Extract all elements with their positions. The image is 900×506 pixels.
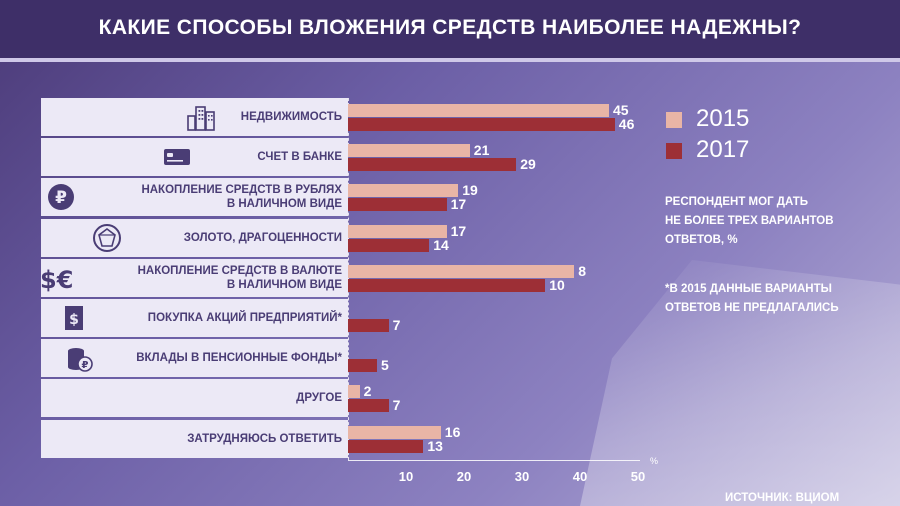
source-credit: ИСТОЧНИК: ВЦИОМ [725, 492, 840, 504]
bar-value-label: 13 [427, 437, 443, 454]
legend-swatch-2015 [666, 112, 682, 128]
legend-swatch-2017 [666, 143, 682, 159]
category-label-line: В НАЛИЧНОМ ВИДЕ [226, 198, 342, 211]
category-label: СЧЕТ В БАНКЕ [257, 138, 342, 176]
respondent-note: РЕСПОНДЕНТ МОГ ДАТЬ НЕ БОЛЕЕ ТРЕХ ВАРИАН… [665, 193, 895, 250]
legend-label-2017: 2017 [696, 136, 750, 163]
bar-2015 [348, 144, 470, 158]
header-bar [0, 0, 900, 62]
category-label-line: ВКЛАДЫ В ПЕНСИОННЫЕ ФОНДЫ* [136, 352, 342, 365]
coin-stack-icon: ₽ [64, 343, 94, 373]
category-label-box: НАКОПЛЕНИЕ СРЕДСТВ В ВАЛЮТЕ В НАЛИЧНОМ ВИ… [40, 258, 348, 297]
bar-2017 [348, 238, 430, 252]
svg-text:$€: $€ [40, 266, 73, 293]
x-tick-label: 50 [630, 469, 646, 484]
header-divider [0, 58, 900, 62]
bar-2015 [348, 264, 575, 278]
bar-value-label: 5 [381, 357, 389, 374]
bar-value-label: 45 [613, 102, 629, 118]
bar-2015 [348, 224, 447, 238]
note-line: ОТВЕТОВ, % [665, 234, 738, 246]
bar-value-label: 2 [363, 383, 372, 400]
bar-value-label: 29 [520, 156, 536, 173]
stock-document-icon: $ [59, 303, 89, 333]
bar-2015 [348, 385, 360, 399]
bar-value-label: 7 [392, 397, 401, 414]
bar-2017 [348, 158, 517, 172]
category-label-line: НАКОПЛЕНИЕ СРЕДСТВ В ВАЛЮТЕ [137, 264, 342, 277]
category-label: ЗАТРУДНЯЮСЬ ОТВЕТИТЬ [187, 420, 342, 458]
legend-label-2015: 2015 [696, 105, 750, 132]
bar-2017 [348, 439, 424, 453]
svg-text:₽: ₽ [55, 188, 67, 208]
bar-value-label: 7 [392, 317, 401, 333]
category-label: НЕДВИЖИМОСТЬ [241, 98, 342, 136]
x-tick-label: 20 [456, 469, 472, 484]
note-line: НЕ БОЛЕЕ ТРЕХ ВАРИАНТОВ [665, 215, 834, 227]
category-label: ЗОЛОТО, ДРАГОЦЕННОСТИ [184, 219, 342, 257]
footnote-line: *В 2015 ДАННЫЕ ВАРИАНТЫ [665, 283, 832, 295]
bar-2017 [348, 319, 389, 332]
category-label-line: ДРУГОЕ [296, 392, 342, 405]
bar-value-label: 46 [618, 116, 635, 132]
gem-icon [92, 223, 122, 253]
category-label: НАКОПЛЕНИЕ СРЕДСТВ В РУБЛЯХ В НАЛИЧНОМ ВИ… [141, 178, 342, 216]
x-tick-label: 30 [514, 469, 530, 484]
footnote: *В 2015 ДАННЫЕ ВАРИАНТЫ ОТВЕТОВ НЕ ПРЕДЛ… [665, 280, 895, 318]
category-label-line: ЗОЛОТО, ДРАГОЦЕННОСТИ [183, 231, 342, 244]
category-label-line: ЗАТРУДНЯЮСЬ ОТВЕТИТЬ [187, 432, 342, 445]
ruble-coin-icon: ₽ [46, 182, 76, 212]
bar-value-label: 19 [462, 182, 478, 199]
category-label-box: ЗАТРУДНЯЮСЬ ОТВЕТИТЬ [41, 419, 348, 458]
category-label-line: ПОКУПКА АКЦИЙ ПРЕДПРИЯТИЙ* [147, 312, 342, 324]
category-label: ДРУГОЕ [296, 379, 342, 417]
bar-value-label: 10 [549, 276, 565, 293]
bar-value-label: 16 [444, 423, 461, 440]
category-label-line: НЕДВИЖИМОСТЬ [240, 111, 342, 123]
bar-2017 [348, 278, 546, 292]
chart-title: КАКИЕ СПОСОБЫ ВЛОЖЕНИЯ СРЕДСТВ НАИБОЛЕЕ … [98, 16, 802, 39]
bar-2017 [348, 359, 377, 373]
bar-value-label: 8 [578, 262, 586, 279]
axis-unit: % [650, 456, 659, 466]
x-tick-label: 40 [572, 469, 588, 484]
buildings-icon [186, 102, 216, 132]
bank-card-icon [162, 142, 192, 172]
bar-value-label: 21 [473, 142, 490, 159]
bar-2015 [348, 104, 609, 117]
bar-value-label: 17 [450, 196, 467, 213]
category-label-box: ЗОЛОТО, ДРАГОЦЕННОСТИ [41, 218, 348, 257]
bar-2015 [348, 425, 441, 439]
category-label-line: СЧЕТ В БАНКЕ [257, 151, 342, 164]
svg-text:₽: ₽ [82, 360, 89, 371]
category-label-box: СЧЕТ В БАНКЕ [41, 138, 348, 177]
footnote-line: ОТВЕТОВ НЕ ПРЕДЛАГАЛИСЬ [665, 302, 839, 314]
dollar-euro-icon: $€ [40, 263, 73, 294]
x-axis-line [348, 460, 640, 461]
x-tick-label: 10 [398, 469, 414, 484]
category-label-box: ПОКУПКА АКЦИЙ ПРЕДПРИЯТИЙ* $ [41, 299, 348, 337]
category-label-box: ДРУГОЕ [41, 379, 348, 418]
bar-2015 [348, 184, 459, 198]
category-label-box: НАКОПЛЕНИЕ СРЕДСТВ В РУБЛЯХ В НАЛИЧНОМ ВИ… [41, 178, 348, 217]
category-label-line: НАКОПЛЕНИЕ СРЕДСТВ В РУБЛЯХ [141, 184, 342, 197]
note-line: РЕСПОНДЕНТ МОГ ДАТЬ [665, 196, 809, 208]
bar-value-label: 14 [433, 236, 449, 253]
bar-value-label: 17 [450, 222, 467, 239]
bar-2017 [348, 118, 615, 131]
category-label-box: НЕДВИЖИМОСТЬ [41, 98, 348, 136]
bar-2017 [348, 198, 447, 212]
category-label: НАКОПЛЕНИЕ СРЕДСТВ В ВАЛЮТЕ В НАЛИЧНОМ ВИ… [138, 259, 342, 297]
svg-text:$: $ [69, 312, 79, 328]
bar-2017 [348, 399, 389, 413]
category-label: ПОКУПКА АКЦИЙ ПРЕДПРИЯТИЙ* [148, 299, 342, 337]
category-label: ВКЛАДЫ В ПЕНСИОННЫЕ ФОНДЫ* [136, 339, 342, 377]
category-label-box: ВКЛАДЫ В ПЕНСИОННЫЕ ФОНДЫ* ₽ [41, 339, 348, 378]
category-label-line: В НАЛИЧНОМ ВИДЕ [226, 278, 342, 291]
